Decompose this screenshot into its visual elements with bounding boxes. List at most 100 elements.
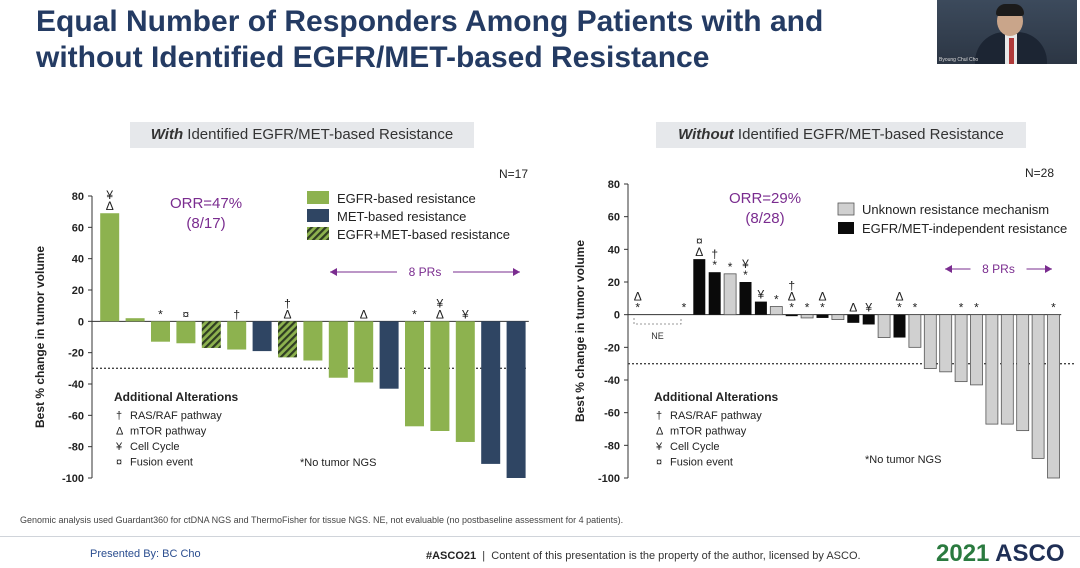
- legend-label-egfr: EGFR-based resistance: [337, 191, 476, 206]
- y-tick-label: 60: [72, 222, 84, 234]
- y-tick-label: 20: [72, 285, 84, 297]
- bar-annotation: †: [711, 247, 718, 261]
- prs-arrowhead-left: [945, 265, 952, 273]
- bar-unknown: [939, 314, 953, 373]
- bar-unknown: [970, 314, 983, 386]
- alteration-symbol: ¥: [115, 441, 123, 453]
- bar-annotation: ¥: [461, 307, 469, 321]
- bar-annotation: Δ: [849, 301, 857, 315]
- bar-annotation: *: [974, 301, 979, 315]
- bar-both: [278, 321, 297, 358]
- bar-annotation: ¥: [864, 301, 872, 315]
- bar-egfr: [125, 318, 145, 322]
- left-chart-subtitle: With Identified EGFR/MET-based Resistanc…: [130, 122, 474, 148]
- bar-annotation: ¥: [436, 296, 444, 310]
- bar-annotation: *: [913, 301, 918, 315]
- no-ngs-note: *No tumor NGS: [300, 457, 376, 469]
- bar-unknown: [723, 273, 737, 316]
- bar-annotation: ¤: [696, 234, 703, 248]
- legend-swatch-independent: [838, 222, 854, 234]
- orr-fraction: (8/28): [745, 210, 784, 227]
- bar-egfr: [176, 321, 196, 344]
- orr-value: ORR=47%: [170, 195, 242, 212]
- bar-unknown: [954, 314, 968, 383]
- prs-label: 8 PRs: [409, 265, 442, 279]
- y-tick-label: -20: [68, 348, 84, 360]
- y-tick-label: -100: [62, 473, 84, 485]
- bar-unknown: [769, 306, 783, 316]
- bar-annotation: *: [805, 301, 810, 315]
- bar-annotation: *: [728, 260, 733, 274]
- bar-independent: [708, 272, 721, 315]
- y-tick-label: 40: [72, 254, 84, 266]
- alteration-label: RAS/RAF pathway: [670, 410, 762, 422]
- prs-label: 8 PRs: [982, 262, 1015, 276]
- bar-unknown: [877, 314, 891, 338]
- y-tick-label: 20: [608, 277, 620, 289]
- bar-annotation: *: [1051, 301, 1056, 315]
- bar-annotation: Δ: [436, 307, 444, 321]
- bar-met: [481, 321, 501, 464]
- bar-unknown: [1016, 314, 1030, 432]
- bar-egfr: [405, 321, 424, 427]
- bar-independent: [754, 301, 767, 315]
- bar-independent: [739, 282, 752, 315]
- footnote: Genomic analysis used Guardant360 for ct…: [20, 515, 624, 525]
- alteration-symbol: †: [116, 410, 122, 422]
- footer-divider: [0, 536, 1080, 537]
- orr-value: ORR=29%: [729, 190, 801, 207]
- bar-annotation: Δ: [634, 290, 642, 304]
- alteration-label: RAS/RAF pathway: [130, 410, 222, 422]
- chart-with-resistance: 80 60 40 20 0 -20 -40 -60 -80 -100 Best % change i…: [33, 167, 529, 485]
- bar-independent: [816, 314, 829, 318]
- bar-independent: [847, 314, 860, 323]
- bar-egfr: [354, 321, 374, 383]
- prs-arrowhead-right: [513, 268, 520, 276]
- bar-annotation: Δ: [818, 290, 826, 304]
- y-tick-label: -60: [68, 410, 84, 422]
- bar-annotation: *: [412, 307, 417, 321]
- bar-annotation: Δ: [895, 290, 903, 304]
- bar-annotation: Δ: [106, 199, 114, 213]
- alteration-label: Fusion event: [670, 457, 733, 469]
- bar-annotation: *: [959, 301, 964, 315]
- y-tick-label: 0: [78, 316, 84, 328]
- bar-annotation: ¤: [183, 307, 190, 321]
- bar-annotation: †: [788, 279, 795, 293]
- prs-arrowhead-left: [330, 268, 337, 276]
- bar-unknown: [800, 314, 814, 319]
- bar-unknown: [1031, 314, 1045, 459]
- slide-title: Equal Number of Responders Among Patient…: [36, 5, 824, 74]
- alterations-title: Additional Alterations: [654, 390, 779, 404]
- y-tick-label: -40: [604, 375, 620, 387]
- bar-egfr: [328, 321, 348, 378]
- bar-annotation: †: [233, 307, 240, 321]
- bar-met: [252, 321, 272, 352]
- bar-annotation: ¥: [741, 257, 749, 271]
- bar-annotation: Δ: [360, 307, 368, 321]
- presenter-thumb-name: Byoung Chul Cho: [939, 57, 979, 63]
- bar-annotation: *: [743, 268, 748, 282]
- alteration-symbol: †: [656, 410, 662, 422]
- alteration-label: Fusion event: [130, 457, 193, 469]
- bar-annotation: *: [820, 301, 825, 315]
- alteration-label: Cell Cycle: [670, 441, 720, 453]
- bar-annotation: *: [635, 301, 640, 315]
- bar-unknown: [985, 314, 999, 425]
- y-tick-label: 80: [608, 179, 620, 191]
- bar-annotation: Δ: [283, 307, 291, 321]
- bar-annotation: *: [158, 307, 163, 321]
- ne-bracket: [633, 318, 682, 325]
- bar-annotation: ¥: [105, 188, 113, 202]
- bar-annotation: *: [774, 293, 779, 307]
- bar-egfr: [455, 321, 475, 442]
- y-tick-label: -20: [604, 342, 620, 354]
- asco-logo: 2021 ASCO: [936, 540, 1065, 567]
- y-tick-label: -60: [604, 408, 620, 420]
- bar-annotation: *: [789, 301, 794, 315]
- presenter-video-thumbnail: Byoung Chul Cho: [937, 0, 1077, 64]
- orr-fraction: (8/17): [186, 215, 225, 232]
- y-tick-label: -100: [598, 473, 620, 485]
- alteration-symbol: ¤: [656, 457, 662, 469]
- bar-unknown: [923, 314, 937, 369]
